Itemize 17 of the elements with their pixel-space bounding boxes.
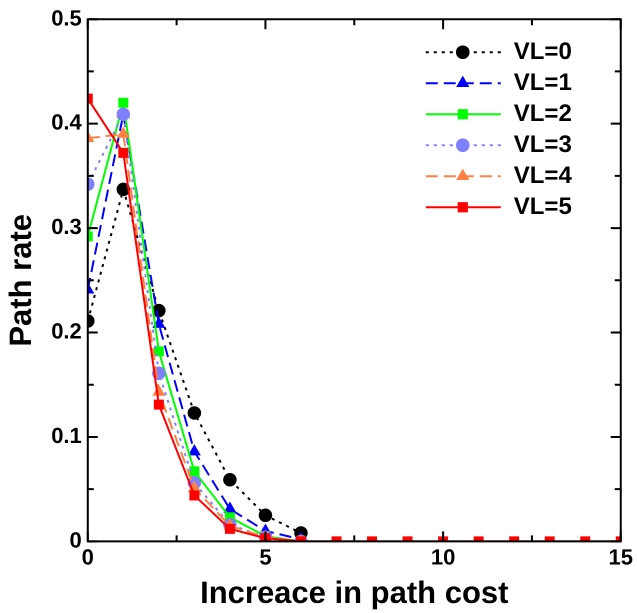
y-tick-label: 0.5 — [51, 5, 82, 30]
y-tick-label: 0.1 — [51, 423, 82, 448]
y-tick-label: 0.3 — [51, 214, 82, 240]
y-tick-label: 0 — [70, 527, 82, 552]
x-tick-label: 15 — [608, 544, 634, 570]
legend-label: VL=2 — [514, 100, 572, 127]
y-tick-label: 0.2 — [51, 318, 82, 344]
legend-label: VL=3 — [514, 130, 572, 158]
x-axis-title: Increace in path cost — [200, 574, 508, 610]
y-tick-label: 0.4 — [51, 110, 83, 135]
legend-label: VL=1 — [514, 68, 572, 96]
legend-label: VL=5 — [514, 192, 572, 220]
legend-label: VL=0 — [514, 38, 572, 65]
x-tick-label: 5 — [259, 544, 272, 570]
legend-label: VL=4 — [514, 162, 572, 189]
y-axis-title: Path rate — [3, 214, 38, 347]
x-tick-label: 10 — [430, 544, 456, 570]
